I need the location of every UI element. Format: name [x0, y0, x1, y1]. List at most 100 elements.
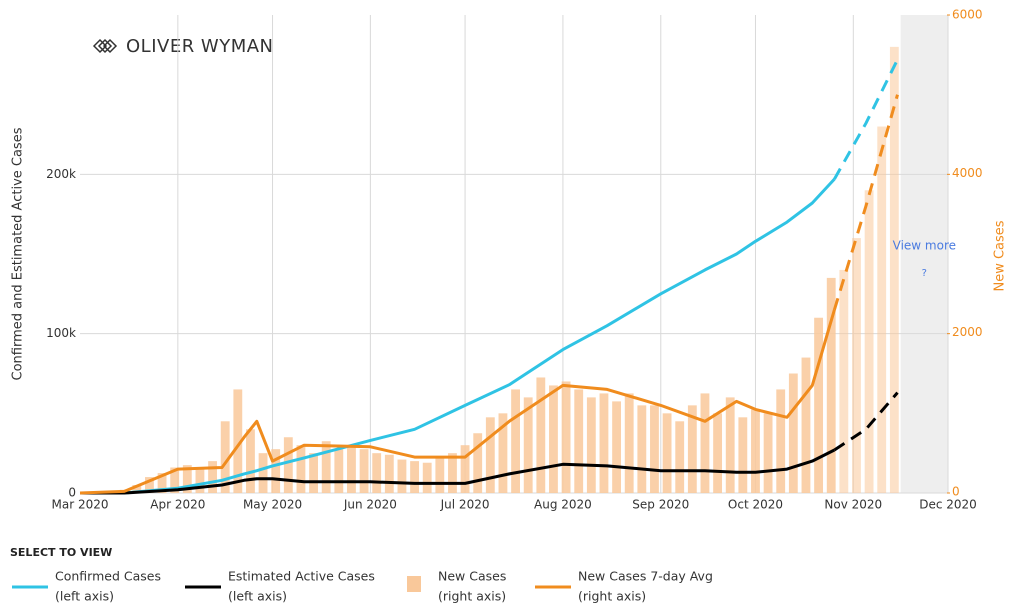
bar — [170, 467, 180, 493]
bar — [448, 453, 457, 493]
bar — [523, 397, 533, 493]
forecast-line — [833, 391, 899, 452]
bar — [877, 126, 887, 494]
x-tick-label: Jun 2020 — [343, 498, 397, 512]
legend-item[interactable]: Confirmed Cases (left axis) — [12, 569, 161, 604]
bar — [725, 397, 735, 493]
view-more-label[interactable]: View more — [893, 239, 956, 253]
bar — [283, 437, 293, 493]
legend-note: (right axis) — [438, 589, 506, 604]
bar — [536, 377, 546, 493]
y-tick-label: 200k — [46, 167, 76, 181]
bar — [498, 413, 508, 493]
bar — [132, 485, 142, 493]
bar — [561, 381, 571, 493]
forecast-line — [833, 58, 899, 180]
bar — [258, 453, 268, 493]
bar — [372, 453, 382, 493]
y2-axis-label: New Cases — [993, 220, 1008, 291]
bar — [687, 405, 697, 493]
y2-tick-label: 4000 — [952, 166, 983, 180]
bar — [826, 277, 836, 493]
bar — [511, 389, 520, 493]
bar — [485, 417, 495, 493]
x-tick-label: Oct 2020 — [728, 498, 783, 512]
x-tick-label: Mar 2020 — [52, 498, 109, 512]
bar — [157, 473, 167, 493]
y2-tick-label: 2000 — [952, 325, 983, 339]
legend-note: (left axis) — [228, 589, 287, 604]
x-tick-label: Jul 2020 — [440, 498, 490, 512]
legend-note: (left axis) — [55, 589, 114, 604]
bar — [700, 393, 710, 493]
x-tick-label: Aug 2020 — [534, 498, 592, 512]
bar — [574, 389, 584, 493]
x-tick-label: Dec 2020 — [919, 498, 977, 512]
bar — [195, 469, 205, 493]
x-tick-label: May 2020 — [243, 498, 302, 512]
bar — [776, 389, 786, 493]
view-more-icon[interactable]: ? — [922, 268, 927, 279]
bar — [145, 477, 154, 493]
y-tick-label: 0 — [68, 486, 76, 500]
bar — [586, 397, 596, 493]
bar — [713, 413, 723, 493]
bar — [309, 453, 318, 493]
bar — [271, 449, 281, 493]
legend-swatch — [407, 576, 421, 592]
x-tick-label: Apr 2020 — [150, 498, 205, 512]
bar — [650, 405, 659, 493]
bar — [637, 405, 647, 493]
y-axis-label: Confirmed and Estimated Active Cases — [11, 127, 26, 380]
bar — [435, 457, 445, 493]
bar — [839, 269, 849, 493]
bar — [852, 238, 861, 493]
bar — [460, 445, 470, 493]
logo-text: OLIVER WYMAN — [126, 36, 274, 57]
bar — [599, 393, 609, 493]
legend-item[interactable]: New Cases (right axis) — [407, 569, 506, 604]
x-tick-label: Sep 2020 — [632, 498, 689, 512]
bar — [410, 461, 419, 493]
bar — [347, 445, 356, 493]
x-tick-label: Nov 2020 — [824, 498, 882, 512]
bar — [788, 373, 798, 493]
bar — [473, 433, 483, 493]
bar — [624, 393, 634, 493]
legend-label: Confirmed Cases — [55, 569, 161, 584]
legend-label: New Cases — [438, 569, 506, 584]
bar — [384, 454, 394, 493]
bar — [675, 421, 685, 493]
bar — [549, 385, 558, 493]
y2-tick-label: 0 — [952, 485, 960, 499]
legend-item[interactable]: New Cases 7-day Avg (right axis) — [535, 569, 713, 604]
bar — [801, 357, 811, 493]
bar — [814, 317, 824, 493]
y2-tick-label: 6000 — [952, 8, 983, 22]
legend-label: Estimated Active Cases — [228, 569, 375, 584]
bar — [359, 449, 369, 493]
logo: OLIVER WYMAN — [92, 36, 274, 57]
bar — [220, 421, 230, 493]
bar — [182, 465, 192, 493]
forecast-line — [832, 94, 899, 311]
bar — [397, 459, 407, 493]
bar — [738, 417, 748, 493]
view-more-region[interactable] — [900, 15, 948, 493]
bar — [422, 462, 432, 493]
legend-item[interactable]: Estimated Active Cases (left axis) — [185, 569, 375, 604]
bar — [334, 449, 344, 493]
bar — [612, 401, 622, 493]
bar — [233, 389, 243, 493]
legend-title: SELECT TO VIEW — [10, 546, 112, 559]
y-tick-label: 100k — [46, 326, 76, 340]
bar — [751, 409, 760, 493]
bar — [864, 190, 874, 493]
bar — [763, 413, 773, 493]
bar — [208, 461, 217, 493]
bar — [246, 429, 255, 493]
bar — [662, 413, 672, 493]
legend-label: New Cases 7-day Avg — [578, 569, 713, 584]
line — [80, 178, 836, 495]
